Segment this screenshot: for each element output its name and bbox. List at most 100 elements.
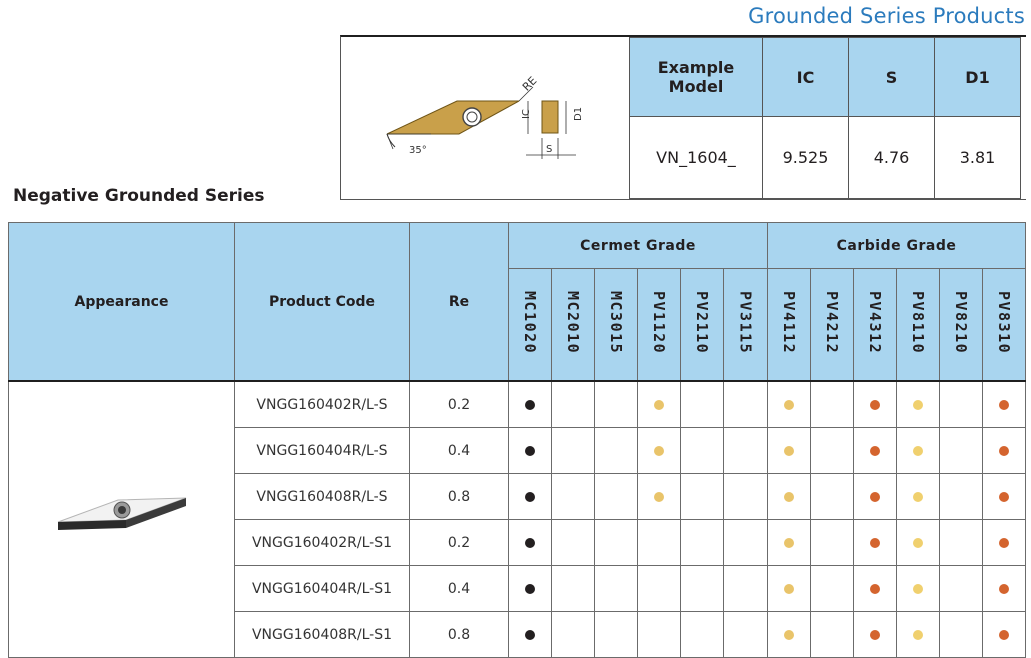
availability-dot xyxy=(999,583,1009,594)
table-row: VNGG160408R/L-S1 0.8 xyxy=(9,611,1026,658)
availability-dot xyxy=(870,399,880,410)
grade-cell xyxy=(637,427,681,474)
grade-cell xyxy=(680,380,724,428)
grade-cell xyxy=(680,565,724,612)
availability-dot xyxy=(525,399,535,410)
header-row-groups: Appearance Product Code Re Cermet Grade … xyxy=(8,222,1026,382)
grade-cell xyxy=(853,427,897,474)
grade-cell xyxy=(896,473,940,520)
ic-label: IC xyxy=(521,109,532,119)
table-row: VNGG160402R/L-S 0.2 xyxy=(8,380,1026,658)
s-label: S xyxy=(546,144,552,155)
series-title: Grounded Series Products xyxy=(748,4,1025,28)
grade-cell xyxy=(810,611,854,658)
grade-header: MC3015 xyxy=(594,268,638,382)
re-header: Re xyxy=(409,222,509,382)
grade-cell xyxy=(982,427,1026,474)
table-row: VNGG160404R/L-S1 0.4 xyxy=(9,565,1026,612)
grade-cell xyxy=(594,380,638,428)
example-model-header: Example Model xyxy=(629,37,763,117)
grade-cell xyxy=(896,565,940,612)
grade-cell xyxy=(896,519,940,566)
grade-cell xyxy=(939,473,983,520)
insert-diagram: 35° RE IC D1 S xyxy=(341,37,628,199)
grade-cell xyxy=(896,611,940,658)
grade-cell xyxy=(853,565,897,612)
grade-cell xyxy=(551,473,595,520)
grade-cell xyxy=(508,427,552,474)
grade-cell xyxy=(853,611,897,658)
grade-cell xyxy=(810,473,854,520)
grade-cell xyxy=(594,565,638,612)
product-code-cell: VNGG160408R/L-S1 xyxy=(234,611,410,658)
example-value-row: VN_1604_ 9.525 4.76 3.81 xyxy=(629,116,1021,199)
re-cell: 0.8 xyxy=(409,473,509,520)
availability-dot xyxy=(654,399,664,410)
grade-header: PV8210 xyxy=(939,268,983,382)
grade-cell xyxy=(982,380,1026,428)
appearance-cell xyxy=(8,380,235,658)
grade-cell xyxy=(896,380,940,428)
grade-cell xyxy=(680,427,724,474)
availability-dot xyxy=(913,629,923,640)
availability-dot xyxy=(999,629,1009,640)
grade-cell xyxy=(939,611,983,658)
product-code-cell: VNGG160404R/L-S xyxy=(234,427,410,474)
cermet-grade-header: Cermet Grade xyxy=(508,222,768,269)
availability-dot xyxy=(654,445,664,456)
example-block: 35° RE IC D1 S Example Model IC S D1 VN_… xyxy=(340,35,1026,200)
grade-cell xyxy=(551,380,595,428)
grade-cell xyxy=(508,565,552,612)
grade-header: PV4112 xyxy=(767,268,811,382)
grade-cell xyxy=(810,380,854,428)
product-code-cell: VNGG160408R/L-S xyxy=(234,473,410,520)
grade-header: MC1020 xyxy=(508,268,552,382)
availability-dot xyxy=(913,491,923,502)
grade-cell xyxy=(551,427,595,474)
availability-dot xyxy=(654,491,664,502)
grade-cell xyxy=(680,611,724,658)
grade-cell xyxy=(767,427,811,474)
availability-dot xyxy=(870,491,880,502)
product-code-header: Product Code xyxy=(234,222,410,382)
grade-cell xyxy=(853,519,897,566)
availability-dot xyxy=(870,537,880,548)
d1-header: D1 xyxy=(934,37,1021,117)
grade-cell xyxy=(939,380,983,428)
grade-cell xyxy=(982,611,1026,658)
grade-cell xyxy=(551,611,595,658)
grade-cell xyxy=(594,611,638,658)
ic-header: IC xyxy=(762,37,849,117)
grade-cell xyxy=(982,473,1026,520)
grade-cell xyxy=(853,380,897,428)
availability-dot xyxy=(525,629,535,640)
grade-cell xyxy=(594,427,638,474)
insert-photo-icon xyxy=(57,497,186,530)
grade-cell xyxy=(508,519,552,566)
grade-cell xyxy=(723,473,768,520)
availability-dot xyxy=(870,445,880,456)
grade-cell xyxy=(723,519,768,566)
grade-cell xyxy=(767,380,811,428)
availability-dot xyxy=(913,583,923,594)
grade-cell xyxy=(637,611,681,658)
grade-cell xyxy=(508,473,552,520)
grade-cell xyxy=(680,519,724,566)
grade-cell xyxy=(723,565,768,612)
table-row: VNGG160404R/L-S 0.4 xyxy=(9,427,1026,474)
grade-cell xyxy=(767,473,811,520)
grade-cell xyxy=(637,473,681,520)
insert-drawing: 35° RE IC D1 S xyxy=(386,74,584,159)
grade-cell xyxy=(939,427,983,474)
product-code-cell: VNGG160404R/L-S1 xyxy=(234,565,410,612)
availability-dot xyxy=(784,629,794,640)
grade-cell xyxy=(551,519,595,566)
grade-header: PV8310 xyxy=(982,268,1026,382)
availability-dot xyxy=(870,629,880,640)
section-title: Negative Grounded Series xyxy=(13,186,265,206)
carbide-grade-header: Carbide Grade xyxy=(767,222,1026,269)
grade-cell xyxy=(767,611,811,658)
grade-header: PV3115 xyxy=(723,268,768,382)
grade-cell xyxy=(680,473,724,520)
grade-cell xyxy=(637,380,681,428)
